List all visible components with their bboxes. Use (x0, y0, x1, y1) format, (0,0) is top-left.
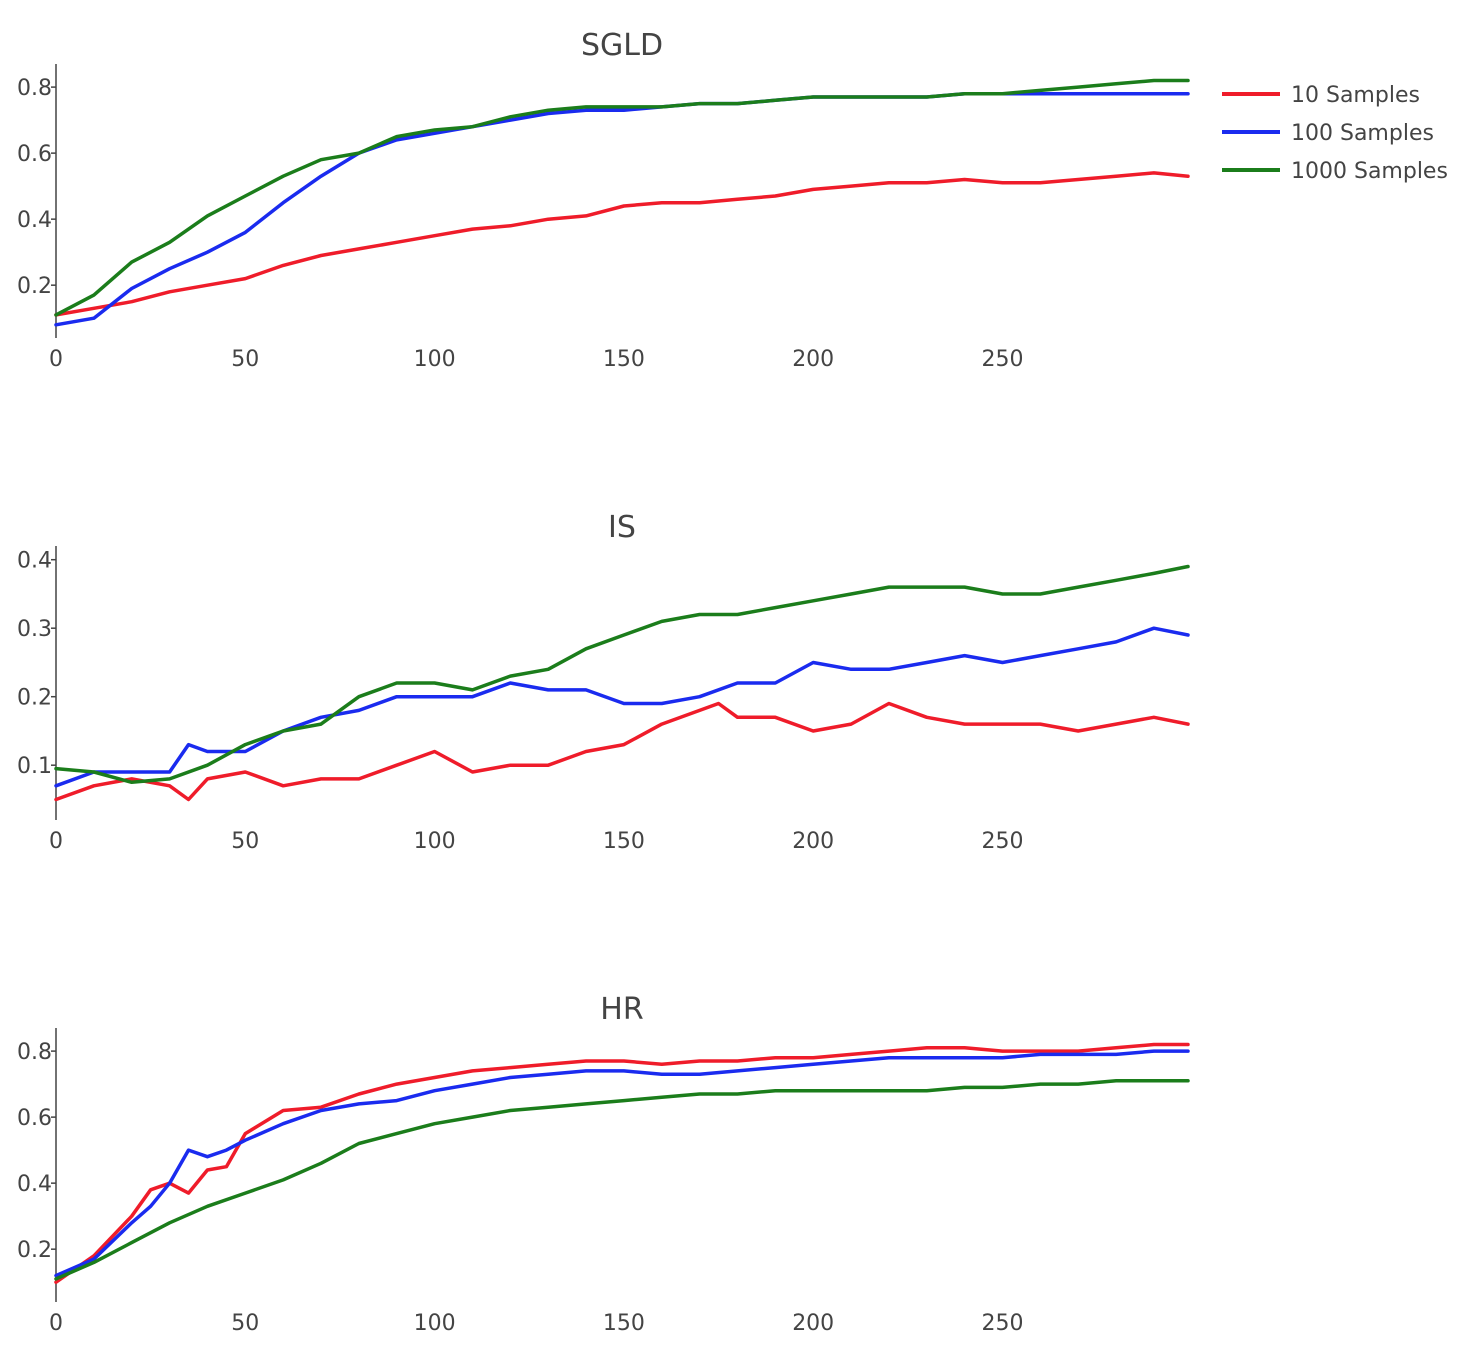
subplot-hr: HR 0.2 0.4 0.6 0.8 0 50 100 150 200 250 (17, 992, 1190, 1336)
x-tick-label: 250 (981, 829, 1023, 854)
subplot-title: HR (600, 992, 643, 1027)
y-tick-label: 0.3 (17, 617, 52, 642)
x-tick-label: 50 (231, 347, 259, 372)
y-tick-label: 0.8 (17, 76, 52, 101)
x-tick-label: 200 (792, 347, 834, 372)
x-tick-label: 250 (981, 1311, 1023, 1336)
y-tick-label: 0.2 (17, 1238, 52, 1263)
x-tick-label: 100 (414, 829, 456, 854)
subplot-title: IS (608, 510, 636, 545)
x-tick-label: 200 (792, 1311, 834, 1336)
series-line-10-samples (54, 701, 1190, 802)
series-line-100-samples (54, 1049, 1190, 1278)
legend-item-1000-samples[interactable]: 1000 Samples (1222, 159, 1448, 184)
y-tick-label: 0.6 (17, 1106, 52, 1131)
legend-label: 10 Samples (1291, 83, 1420, 108)
x-tick-label: 0 (49, 347, 63, 372)
subplot-sgld: SGLD 0.2 0.4 0.6 0.8 0 50 100 150 200 250 (17, 28, 1190, 372)
legend-item-100-samples[interactable]: 100 Samples (1222, 121, 1434, 146)
series-line-10-samples (54, 1042, 1190, 1284)
x-tick-label: 150 (603, 829, 645, 854)
x-tick-label: 200 (792, 829, 834, 854)
subplots: SGLD 0.2 0.4 0.6 0.8 0 50 100 150 200 250 IS 0.1 0.2 0… (17, 28, 1190, 1336)
y-tick-label: 0.4 (17, 208, 52, 233)
x-tick-label: 0 (49, 829, 63, 854)
y-tick-label: 0.4 (17, 1172, 52, 1197)
legend-label: 100 Samples (1291, 121, 1434, 146)
x-tick-label: 50 (231, 1311, 259, 1336)
x-tick-label: 150 (603, 347, 645, 372)
y-tick-label: 0.2 (17, 274, 52, 299)
series-line-100-samples (54, 626, 1190, 788)
legend-item-10-samples[interactable]: 10 Samples (1222, 83, 1420, 108)
x-tick-label: 250 (981, 347, 1023, 372)
x-tick-label: 0 (49, 1311, 63, 1336)
y-tick-label: 0.1 (17, 754, 52, 779)
legend[interactable]: 10 Samples 100 Samples 1000 Samples (1222, 83, 1448, 184)
x-tick-label: 150 (603, 1311, 645, 1336)
y-tick-label: 0.6 (17, 142, 52, 167)
y-tick-label: 0.4 (17, 549, 52, 574)
x-tick-label: 100 (414, 347, 456, 372)
series-line-1000-samples (54, 564, 1190, 785)
series-line-1000-samples (54, 78, 1190, 317)
series-line-1000-samples (54, 1079, 1190, 1281)
series-line-10-samples (54, 171, 1190, 317)
series-line-100-samples (54, 91, 1190, 327)
subplot-title: SGLD (581, 28, 663, 63)
y-tick-label: 0.2 (17, 686, 52, 711)
y-tick-label: 0.8 (17, 1040, 52, 1065)
x-tick-label: 100 (414, 1311, 456, 1336)
x-tick-label: 50 (231, 829, 259, 854)
subplot-is: IS 0.1 0.2 0.3 0.4 0 50 100 150 200 250 (17, 510, 1190, 854)
legend-label: 1000 Samples (1291, 159, 1448, 184)
